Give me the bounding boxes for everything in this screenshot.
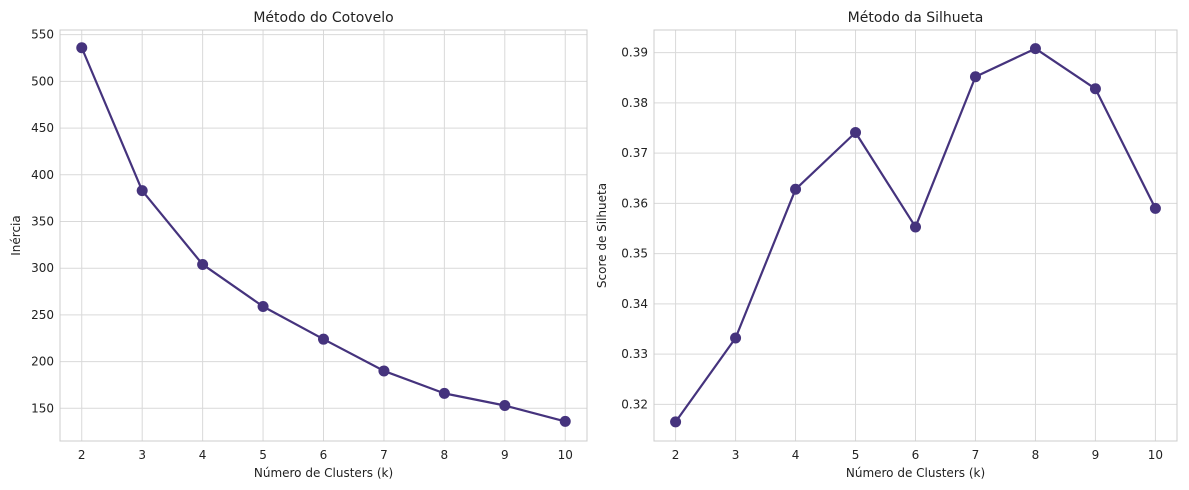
y-tick-label: 0.36 xyxy=(621,196,648,210)
x-tick-label: 6 xyxy=(912,448,920,462)
data-point xyxy=(257,300,269,312)
y-tick-label: 500 xyxy=(31,74,54,88)
x-tick-label: 5 xyxy=(852,448,860,462)
data-point xyxy=(790,183,802,195)
x-axis-label: Número de Clusters (k) xyxy=(254,466,393,480)
x-axis-label: Número de Clusters (k) xyxy=(846,466,985,480)
x-tick-label: 7 xyxy=(972,448,980,462)
chart-title: Método do Cotovelo xyxy=(253,10,393,26)
y-tick-label: 250 xyxy=(31,308,54,322)
x-tick-label: 9 xyxy=(501,448,509,462)
y-tick-label: 150 xyxy=(31,401,54,415)
x-tick-label: 8 xyxy=(441,448,449,462)
y-tick-label: 350 xyxy=(31,214,54,228)
data-point xyxy=(850,126,862,138)
plot-frame xyxy=(653,29,1178,442)
y-tick-label: 0.34 xyxy=(621,297,648,311)
y-tick-label: 0.39 xyxy=(621,46,648,60)
x-tick-label: 2 xyxy=(78,448,86,462)
x-tick-label: 4 xyxy=(199,448,207,462)
data-point xyxy=(197,258,209,270)
x-tick-label: 9 xyxy=(1092,448,1100,462)
data-point xyxy=(1089,83,1101,95)
panel-2-layer: 2 3 4 5 6 7 8 9 10 0.32 0.33 0.34 0.35 0.36 0.37 0.38 0.… xyxy=(595,10,1178,480)
data-point xyxy=(670,416,682,428)
x-tick-label: 4 xyxy=(792,448,800,462)
y-tick-label: 400 xyxy=(31,168,54,182)
y-tick-label: 0.37 xyxy=(621,146,648,160)
data-point xyxy=(969,71,981,83)
y-tick-label: 450 xyxy=(31,121,54,135)
y-tick-label: 0.35 xyxy=(621,247,648,261)
chart-panel-2: 2 3 4 5 6 7 8 9 10 0.32 0.33 0.34 0.35 0.36 0.37 0.38 0.… xyxy=(595,10,1178,480)
data-point xyxy=(438,387,450,399)
data-point xyxy=(318,333,329,345)
data-point xyxy=(1029,43,1041,55)
y-tick-label: 0.38 xyxy=(621,96,648,110)
x-tick-label: 6 xyxy=(320,448,328,462)
panel-1-layer: 2 3 4 5 6 7 8 9 10 150 200 250 300 350 400 450 500 550 Mét… xyxy=(9,10,588,480)
x-tick-label: 10 xyxy=(1148,448,1163,462)
chart-panel-1: 2 3 4 5 6 7 8 9 10 150 200 250 300 350 400 450 500 550 Mét… xyxy=(9,10,588,480)
x-tick-label: 5 xyxy=(259,448,267,462)
y-axis-label: Score de Silhueta xyxy=(595,183,609,288)
x-tick-label: 10 xyxy=(558,448,573,462)
y-tick-label: 200 xyxy=(31,355,54,369)
y-axis-label: Inércia xyxy=(9,215,23,255)
data-point xyxy=(910,221,921,233)
y-tick-label: 0.33 xyxy=(621,347,648,361)
y-tick-label: 0.32 xyxy=(621,397,648,411)
data-point xyxy=(559,415,571,427)
data-point xyxy=(1149,202,1161,214)
x-tick-label: 8 xyxy=(1032,448,1040,462)
x-tick-label: 2 xyxy=(672,448,680,462)
plot-frame xyxy=(59,29,588,442)
data-point xyxy=(730,332,742,344)
data-point xyxy=(378,365,390,377)
data-point xyxy=(136,185,148,197)
y-tick-label: 300 xyxy=(31,261,54,275)
x-tick-label: 3 xyxy=(732,448,740,462)
data-point xyxy=(76,42,88,54)
data-point xyxy=(499,400,511,412)
x-tick-label: 7 xyxy=(380,448,388,462)
y-tick-label: 550 xyxy=(31,28,54,42)
chart-title: Método da Silhueta xyxy=(848,10,984,26)
x-tick-label: 3 xyxy=(138,448,146,462)
